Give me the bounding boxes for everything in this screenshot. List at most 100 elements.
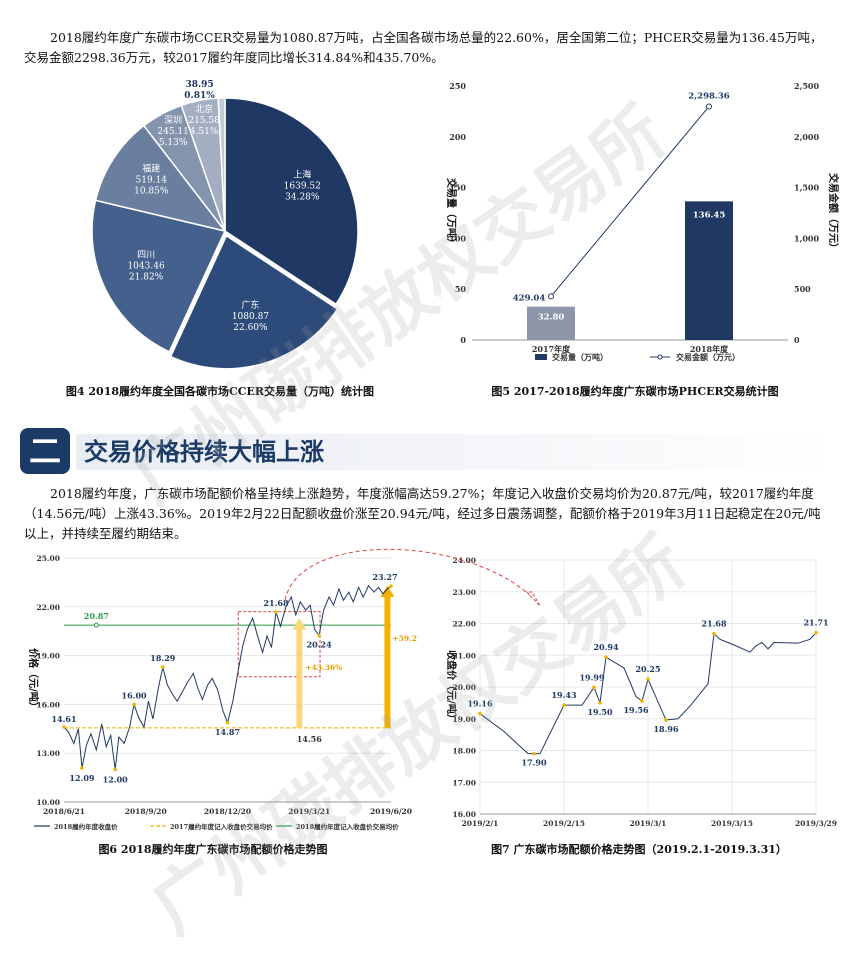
price-point-marker <box>113 767 118 772</box>
zoom-ytick-label: 21.00 <box>453 651 477 660</box>
rise-arrow-2018-shaft <box>384 597 391 728</box>
zoom-point-marker <box>532 751 536 756</box>
zoom-ytick-label: 17.00 <box>453 778 477 787</box>
pie-slice-上海 <box>224 97 359 306</box>
pie-label-福建-1: 519.14 <box>136 175 168 185</box>
pie-label-四川-2: 21.82% <box>129 272 164 282</box>
pie-label-北京-0: 北京 <box>195 103 213 115</box>
bar-value-label: 136.45 <box>693 210 726 220</box>
price-point-marker <box>161 665 165 669</box>
price-point-label: 20.24 <box>307 639 332 649</box>
zoom-xtick-label: 2019/3/1 <box>630 819 667 828</box>
zoom-point-marker <box>646 677 650 681</box>
price-ytick-label: 10.00 <box>37 798 61 807</box>
price-point-marker <box>274 610 278 614</box>
zoom-point-marker <box>712 631 716 636</box>
price-point-label: 18.29 <box>150 653 175 663</box>
bar-ytick-label: 0 <box>460 335 466 345</box>
price-legend-label: 2018履约年度收盘价 <box>54 822 118 831</box>
rise-arrow-2017-shaft <box>296 629 303 728</box>
legend-bar-label: 交易量（万吨） <box>552 352 608 362</box>
pie-label-湖北-2: 0.81% <box>184 91 215 101</box>
zoom-xtick-label: 2019/3/15 <box>711 819 753 828</box>
avg-2018-marker <box>93 622 99 628</box>
zoom-box <box>237 611 321 678</box>
price-point-label: 14.61 <box>51 714 76 724</box>
price-point-label: 16.00 <box>122 690 147 700</box>
pie-label-上海-1: 1639.52 <box>284 181 321 191</box>
zoom-xtick-label: 2019/2/1 <box>462 819 499 828</box>
legend-bar-swatch <box>535 354 547 360</box>
bar-ytick-label: 50 <box>455 284 467 294</box>
zoom-ytick-label: 19.00 <box>453 715 477 724</box>
section-number-badge: 二 <box>20 428 70 474</box>
bar-y2tick-label: 500 <box>794 284 811 294</box>
pie-label-广东-1: 1080.87 <box>232 312 269 322</box>
price-point-marker <box>132 702 136 707</box>
price-legend-label: 2018履约年度记入收盘价交易均价 <box>296 822 399 831</box>
pie-label-上海-2: 34.28% <box>285 192 320 202</box>
bar-ytick-label: 150 <box>449 183 466 193</box>
zoom-ytick-label: 20.00 <box>453 683 477 692</box>
zoom-point-label: 20.94 <box>593 642 618 652</box>
zoom-point-label: 19.50 <box>587 707 612 717</box>
avg-2017-label: 14.56 <box>297 734 322 744</box>
price-xtick-label: 2019/3/21 <box>288 807 330 816</box>
price-point-marker <box>62 725 66 729</box>
price-point-marker <box>317 633 321 638</box>
phcer-bar-svg: 0 50 100 150 200 250 0 500 1,000 1,500 2,000 2,500 3… <box>445 81 840 362</box>
bar-ytick-label: 250 <box>449 81 466 91</box>
section-band <box>76 434 837 470</box>
zoom-ylabel: 收盘价（元/吨） <box>445 650 458 724</box>
zoom-ytick-label: 22.00 <box>453 620 477 629</box>
bar-value-label: 32.80 <box>538 313 565 323</box>
zoom-point-marker <box>664 718 668 722</box>
bar-ytick-label: 200 <box>449 132 466 142</box>
zoom-point-label: 20.25 <box>635 664 660 674</box>
pie-label-上海-0: 上海 <box>293 168 311 180</box>
pie-label-福建-0: 福建 <box>142 162 160 174</box>
price-legend-label: 2017履约年度记入收盘价交易均价 <box>170 822 273 831</box>
price-xtick-label: 2019/6/20 <box>370 807 412 816</box>
rise-arrow-2017-head <box>292 618 307 630</box>
zoom-point-label: 19.56 <box>623 705 648 715</box>
bar-2017年度 <box>527 306 575 340</box>
price-point-label: 21.68 <box>263 598 288 608</box>
annual-price-svg: 10.00 13.00 16.00 19.00 22.00 25.00 2018/6/21 2… <box>27 554 418 831</box>
pie-label-福建-2: 10.85% <box>134 186 169 196</box>
pie-slice-广东 <box>169 234 339 370</box>
zoom-xtick-label: 2019/2/15 <box>543 819 585 828</box>
zoom-point-label: 21.68 <box>701 619 726 629</box>
intro-paragraph: 2018履约年度广东碳市场CCER交易量为1080.87万吨，占全国各碳市场总量… <box>24 30 823 65</box>
price-xtick-label: 2018/12/20 <box>204 807 251 816</box>
price-point-label: 14.87 <box>215 727 240 737</box>
zoom-point-marker <box>598 701 602 705</box>
bar-ylabel: 交易量（万吨） <box>445 178 458 248</box>
amount-point <box>548 293 554 300</box>
zoom-point-label: 21.71 <box>803 618 828 628</box>
bar-y2tick-label: 1,500 <box>794 183 819 193</box>
zoom-point-label: 18.96 <box>653 724 678 734</box>
pie-label-湖北-1: 38.95 <box>185 80 213 90</box>
zoom-ytick-label: 16.00 <box>453 810 477 819</box>
zoom-point-label: 17.90 <box>521 758 546 768</box>
zoom-point-label: 19.16 <box>467 699 492 709</box>
bar-y2tick-label: 2,000 <box>794 132 819 142</box>
price-point-label: 12.09 <box>69 773 94 783</box>
pie-slice-湖北 <box>217 97 226 232</box>
zoom-xtick-label: 2019/3/29 <box>795 819 837 828</box>
price-ytick-label: 13.00 <box>37 749 61 758</box>
ccer-pie-chart: 上海 1639.52 34.28% 广东 1080.87 22.60% 四川 1043.46 2… <box>20 78 420 383</box>
feb-mar-price-svg: 16.00 17.00 18.00 19.00 20.00 21.00 22.00 23.00… <box>445 556 837 828</box>
pie-label-四川-1: 1043.46 <box>127 261 164 271</box>
price-ytick-label: 22.00 <box>37 603 61 612</box>
price-xtick-label: 2018/6/21 <box>43 807 85 816</box>
amount-line <box>550 106 710 297</box>
bar-category-label: 2018年度 <box>690 344 729 354</box>
zoom-point-marker <box>814 630 818 635</box>
amount-value-label: 429.04 <box>513 293 546 303</box>
ccer-pie-svg: 上海1639.5234.28%广东1080.8722.60%四川1043.462… <box>91 78 359 370</box>
zoom-point-marker <box>478 711 482 716</box>
zoom-point-label: 19.43 <box>551 690 576 700</box>
pie-label-广东-2: 22.60% <box>233 323 268 333</box>
